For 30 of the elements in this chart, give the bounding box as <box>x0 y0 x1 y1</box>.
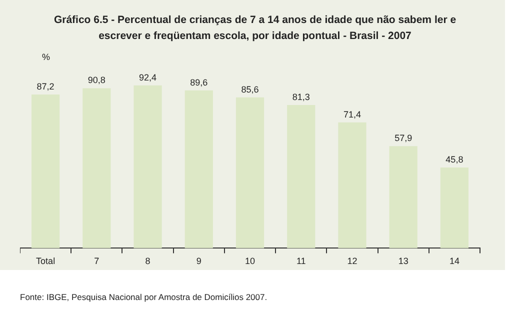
data-label: 85,6 <box>241 84 259 94</box>
x-tick-label: Total <box>36 256 56 266</box>
x-tick-label: 10 <box>244 256 256 266</box>
bar <box>134 85 162 248</box>
data-label: 57,9 <box>394 133 412 144</box>
bar <box>338 122 366 248</box>
bar <box>440 168 468 248</box>
x-tick-label: 13 <box>398 256 408 266</box>
data-label: 71,4 <box>343 109 361 120</box>
chart-title: Gráfico 6.5 - Percentual de crianças de 7 a 14 anos de idade que não sabem ler e escrever e freqüentam escola, por idade pontual - Brasil - 2007 <box>52 13 458 44</box>
bar <box>184 90 213 248</box>
x-tick-label: 12 <box>347 256 358 266</box>
bar <box>32 94 60 248</box>
bar <box>389 146 418 248</box>
data-label: 87,2 <box>36 82 54 92</box>
x-tick-label: 7 <box>94 256 100 266</box>
x-tick-label: 9 <box>196 256 202 266</box>
data-label: 81,3 <box>292 92 310 102</box>
y-axis-title: % <box>42 52 50 62</box>
bar <box>82 88 111 248</box>
data-label: 89,6 <box>190 77 208 88</box>
data-label: 45,8 <box>446 154 464 164</box>
data-label: 90,8 <box>88 75 106 86</box>
x-tick-label: 8 <box>145 256 150 266</box>
x-tick-label: 11 <box>296 256 306 266</box>
bar <box>236 97 264 248</box>
x-tick-label: 14 <box>449 256 460 266</box>
data-label: 92,4 <box>139 72 157 82</box>
source-note: Fonte: IBGE, Pesquisa Nacional por Amostra de Domicílios 2007. <box>20 292 268 302</box>
bar <box>287 104 316 248</box>
